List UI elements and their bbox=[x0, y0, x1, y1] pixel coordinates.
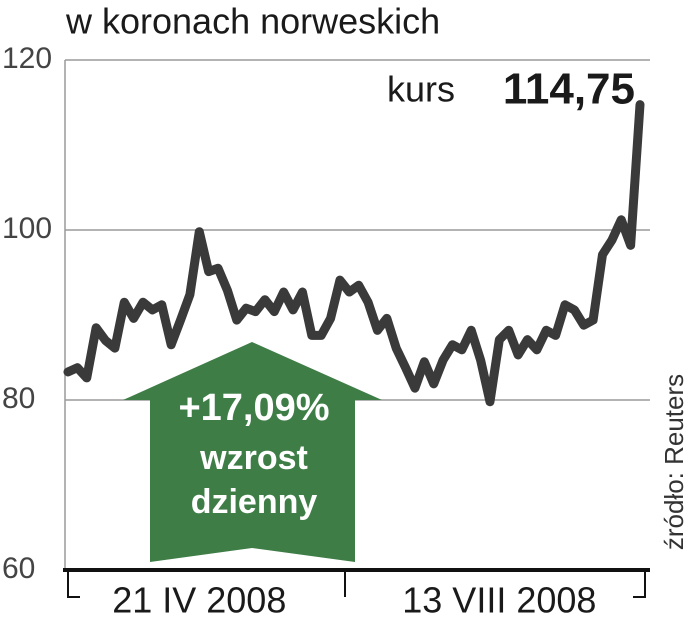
y-tick-label: 120 bbox=[2, 42, 52, 75]
price-line bbox=[63, 100, 645, 407]
arrow-change: +17,09% bbox=[178, 387, 329, 429]
annotation-value: 114,75 bbox=[503, 65, 635, 114]
x-tick-label: 13 VIII 2008 bbox=[402, 580, 596, 621]
plot bbox=[63, 100, 645, 407]
arrow-shape bbox=[123, 342, 382, 562]
arrow-text: wzrost bbox=[199, 439, 308, 477]
y-tick-label: 80 bbox=[2, 382, 35, 415]
annotation-label: kurs bbox=[387, 69, 455, 110]
y-tick-label: 60 bbox=[2, 552, 35, 585]
arrow-text: dzienny bbox=[191, 483, 318, 521]
chart-title: w koronach norweskich bbox=[65, 1, 440, 42]
source: źródło: Reuters bbox=[659, 374, 689, 550]
y-tick-label: 100 bbox=[2, 212, 52, 245]
date-brackets bbox=[67, 570, 646, 598]
x-tick-label: 21 IV 2008 bbox=[112, 580, 286, 621]
